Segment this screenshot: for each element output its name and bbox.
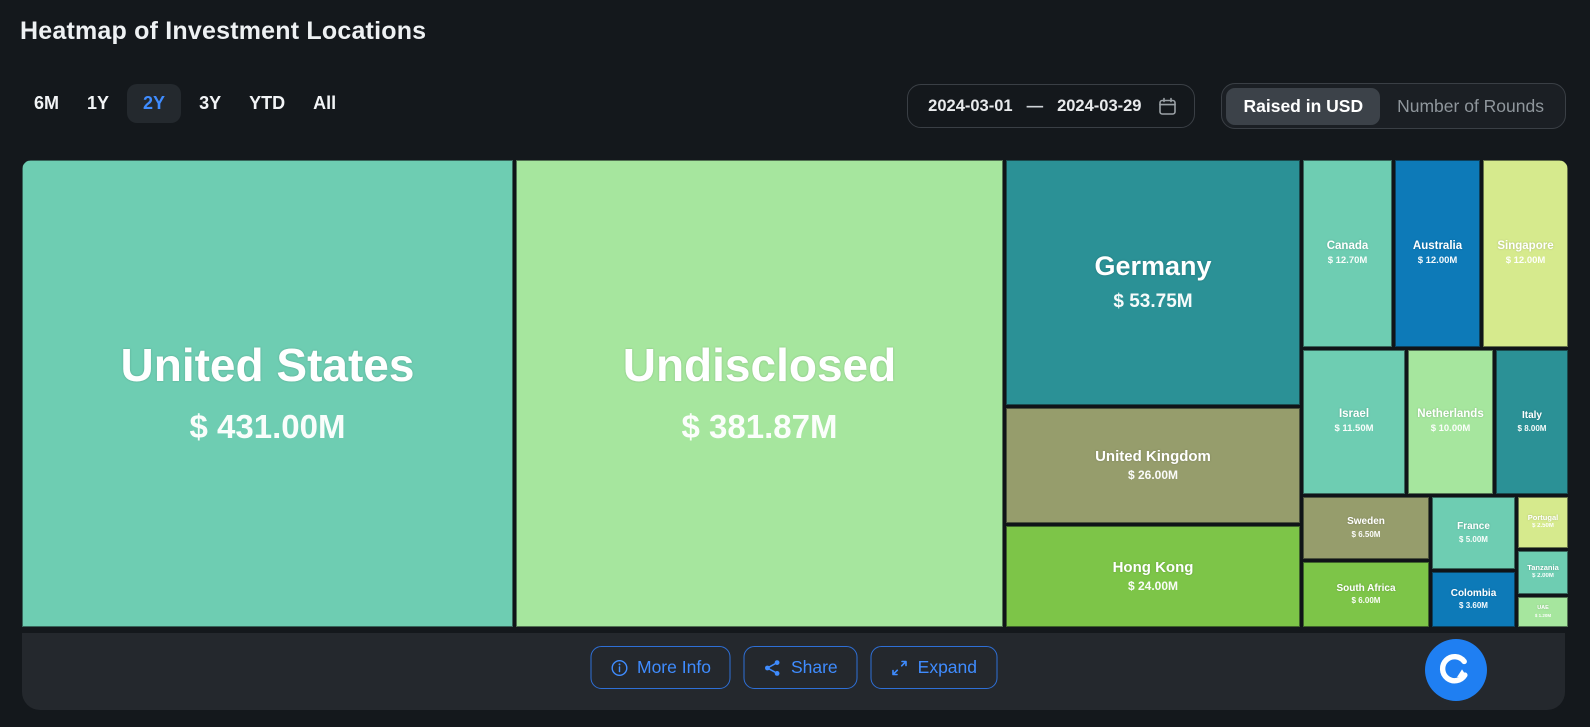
- cell-amount-label: $ 11.50M: [1334, 423, 1374, 435]
- cell-country-label: Colombia: [1450, 587, 1497, 599]
- date-end: 2024-03-29: [1057, 96, 1142, 115]
- cell-country-label: Portugal: [1527, 512, 1559, 522]
- cell-country-label: Netherlands: [1417, 408, 1484, 421]
- cell-amount-label: $ 12.00M: [1505, 254, 1546, 266]
- share-icon: [765, 659, 780, 676]
- treemap-cell-sweden[interactable]: Sweden $ 6.50M: [1303, 497, 1429, 559]
- treemap-cell-italy[interactable]: Italy $ 8.00M: [1496, 350, 1568, 494]
- cell-country-label: Tanzania: [1527, 562, 1559, 572]
- time-filter-6m[interactable]: 6M: [24, 84, 69, 123]
- cell-amount-label: $ 8.00M: [1517, 423, 1547, 433]
- time-filter-all[interactable]: All: [303, 84, 346, 123]
- cell-country-label: UAE: [1537, 605, 1549, 612]
- time-filter-ytd[interactable]: YTD: [239, 84, 295, 123]
- time-filter-1y[interactable]: 1Y: [77, 84, 119, 123]
- cell-country-label: Undisclosed: [622, 338, 897, 391]
- cell-amount-label: $ 2.50M: [1532, 523, 1554, 530]
- treemap-cell-singapore[interactable]: Singapore $ 12.00M: [1483, 160, 1568, 347]
- treemap-cell-united-kingdom[interactable]: United Kingdom $ 26.00M: [1006, 408, 1300, 523]
- brand-logo-icon: [1439, 654, 1468, 684]
- share-label: Share: [790, 657, 838, 677]
- cell-country-label: Germany: [1094, 250, 1212, 281]
- toggle-raised-in-usd[interactable]: Raised in USD: [1226, 87, 1381, 125]
- cell-country-label: Canada: [1326, 239, 1369, 252]
- brand-logo[interactable]: [1425, 639, 1487, 701]
- share-button[interactable]: Share: [743, 646, 858, 689]
- expand-label: Expand: [917, 657, 977, 677]
- calendar-icon: [1159, 97, 1177, 115]
- cell-country-label: Australia: [1412, 239, 1463, 252]
- cell-amount-label: $ 24.00M: [1127, 578, 1179, 593]
- footer-buttons: More Info Share Expan: [590, 646, 997, 689]
- treemap-cell-netherlands[interactable]: Netherlands $ 10.00M: [1408, 350, 1493, 494]
- cell-country-label: United Kingdom: [1095, 447, 1211, 465]
- treemap-cell-uae[interactable]: UAE $ 1.20M: [1518, 597, 1568, 627]
- footer-bar: More Info Share Expan: [22, 633, 1565, 710]
- treemap-cell-france[interactable]: France $ 5.00M: [1432, 497, 1515, 569]
- cell-country-label: France: [1457, 521, 1490, 533]
- treemap-cell-germany[interactable]: Germany $ 53.75M: [1006, 160, 1300, 405]
- cell-amount-label: $ 12.00M: [1417, 254, 1458, 266]
- cell-amount-label: $ 3.60M: [1459, 601, 1488, 611]
- cell-amount-label: $ 10.00M: [1430, 423, 1471, 435]
- cell-amount-label: $ 26.00M: [1127, 467, 1179, 482]
- treemap-cell-undisclosed[interactable]: Undisclosed $ 381.87M: [516, 160, 1003, 627]
- cell-country-label: South Africa: [1336, 582, 1396, 594]
- cell-country-label: Singapore: [1497, 239, 1554, 252]
- time-filter-2y[interactable]: 2Y: [127, 84, 182, 123]
- cell-amount-label: $ 1.20M: [1534, 612, 1552, 618]
- more-info-button[interactable]: More Info: [590, 646, 731, 689]
- treemap-cell-canada[interactable]: Canada $ 12.70M: [1303, 160, 1392, 347]
- cell-amount-label: $ 12.70M: [1327, 254, 1368, 266]
- cell-amount-label: $ 6.00M: [1351, 596, 1381, 606]
- more-info-label: More Info: [637, 657, 711, 677]
- treemap-cell-australia[interactable]: Australia $ 12.00M: [1395, 160, 1480, 347]
- treemap-chart: United States $ 431.00M Undisclosed $ 381.8…: [22, 160, 1568, 627]
- controls-right: 2024-03-01 — 2024-03-29 Raised in USD Nu…: [907, 83, 1566, 129]
- metric-toggle: Raised in USD Number of Rounds: [1221, 83, 1566, 129]
- cell-amount-label: $ 5.00M: [1459, 534, 1488, 544]
- treemap-cell-south-africa[interactable]: South Africa $ 6.00M: [1303, 562, 1429, 627]
- cell-amount-label: $ 431.00M: [189, 407, 346, 445]
- expand-button[interactable]: Expand: [870, 646, 997, 689]
- time-filter-group: 6M 1Y 2Y 3Y YTD All: [24, 84, 346, 123]
- cell-country-label: Hong Kong: [1112, 558, 1194, 576]
- treemap-cell-hong-kong[interactable]: Hong Kong $ 24.00M: [1006, 526, 1300, 627]
- treemap-cell-united-states[interactable]: United States $ 431.00M: [22, 160, 513, 627]
- time-filter-3y[interactable]: 3Y: [189, 84, 231, 123]
- treemap-cell-israel[interactable]: Israel $ 11.50M: [1303, 350, 1405, 494]
- cell-country-label: United States: [120, 338, 415, 391]
- treemap-cell-colombia[interactable]: Colombia $ 3.60M: [1432, 572, 1515, 627]
- cell-amount-label: $ 53.75M: [1113, 290, 1193, 312]
- date-range-picker[interactable]: 2024-03-01 — 2024-03-29: [907, 84, 1196, 128]
- treemap-cell-portugal[interactable]: Portugal $ 2.50M: [1518, 497, 1568, 548]
- cell-country-label: Israel: [1338, 408, 1370, 421]
- page-title: Heatmap of Investment Locations: [20, 17, 427, 45]
- info-icon: [610, 659, 628, 676]
- cell-amount-label: $ 6.50M: [1351, 529, 1381, 539]
- date-start: 2024-03-01: [928, 96, 1013, 115]
- cell-amount-label: $ 2.00M: [1532, 573, 1554, 580]
- cell-country-label: Italy: [1521, 410, 1542, 422]
- cell-country-label: Sweden: [1347, 516, 1385, 528]
- treemap-cell-tanzania[interactable]: Tanzania $ 2.00M: [1518, 551, 1568, 594]
- cell-amount-label: $ 381.87M: [681, 407, 838, 445]
- expand-icon: [892, 660, 907, 675]
- toggle-number-of-rounds[interactable]: Number of Rounds: [1380, 88, 1561, 125]
- date-separator: —: [1026, 96, 1044, 115]
